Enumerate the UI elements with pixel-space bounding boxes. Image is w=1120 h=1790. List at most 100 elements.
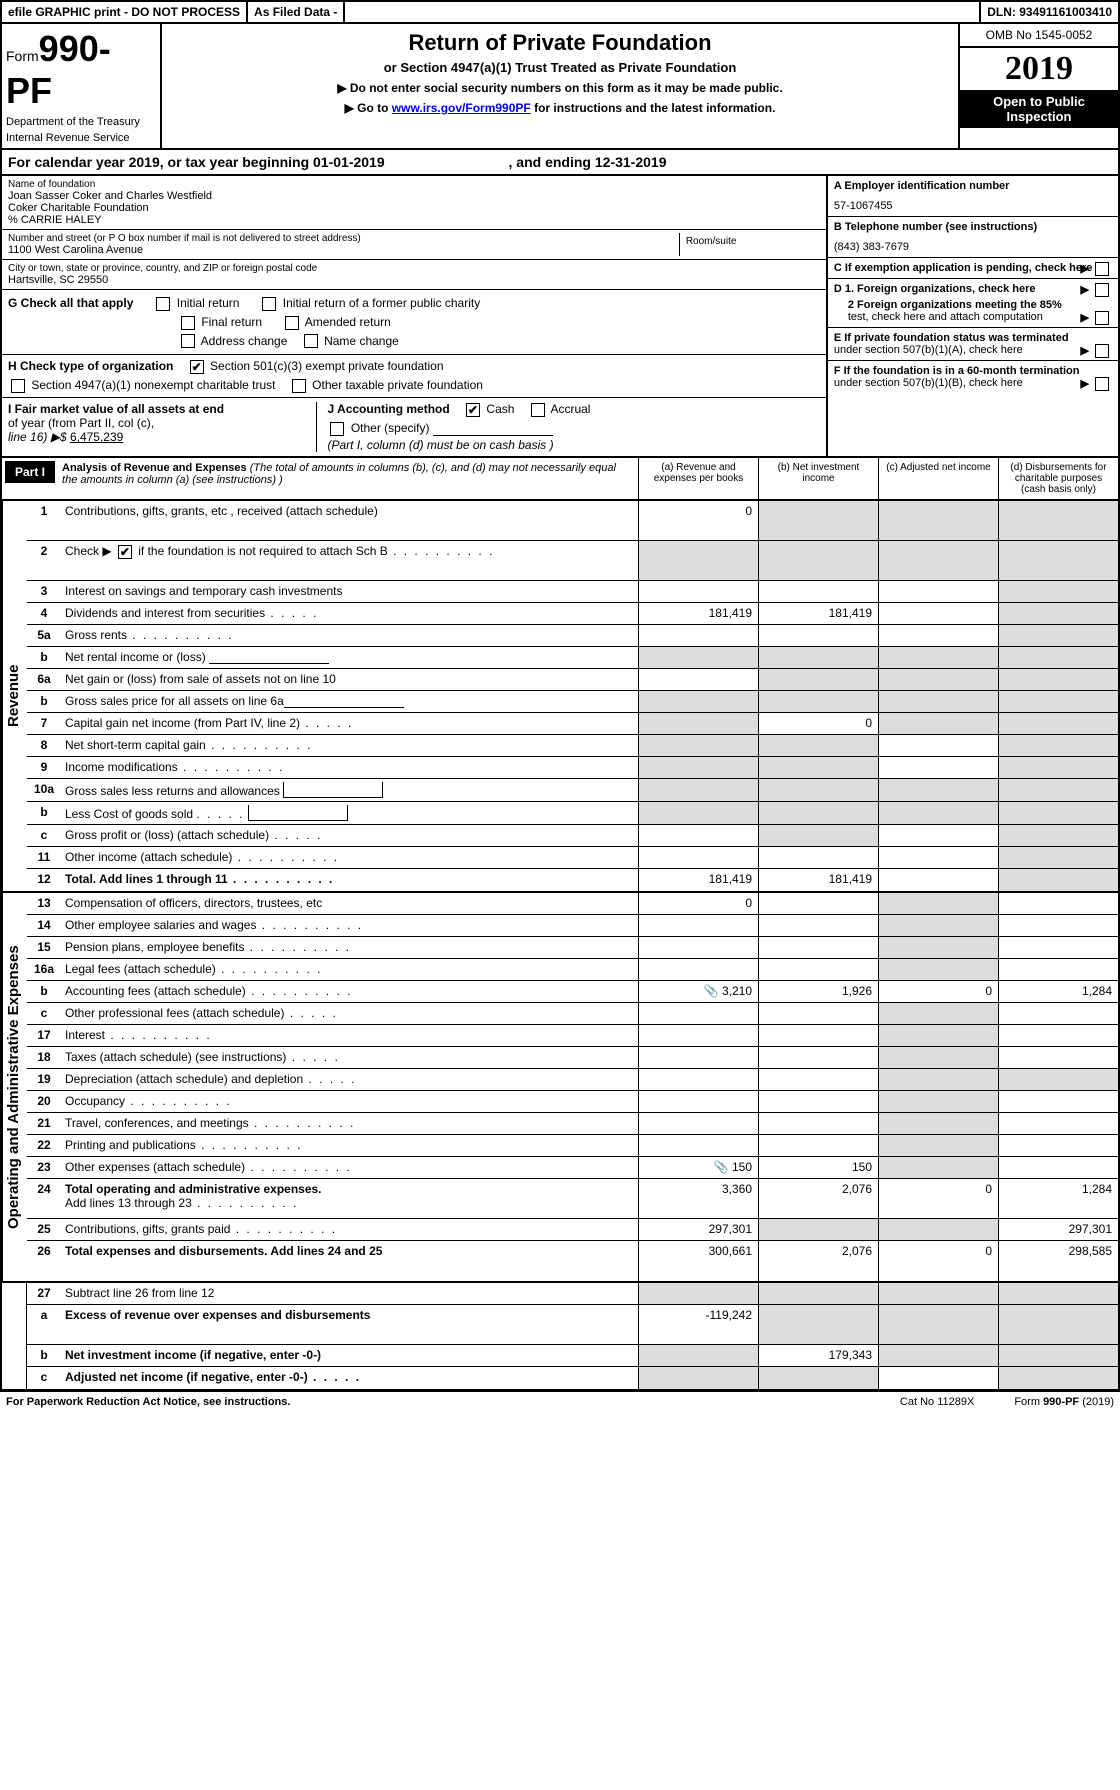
chk-final-return[interactable] (181, 316, 195, 330)
r16c-c (878, 1003, 998, 1024)
r10b-c (878, 802, 998, 824)
r20-c (878, 1091, 998, 1112)
chk-other-method[interactable] (330, 422, 344, 436)
r7-c (878, 713, 998, 734)
chk-schb[interactable]: ✔ (118, 545, 132, 559)
r26-desc: Total expenses and disbursements. Add li… (61, 1241, 638, 1281)
r8-b (758, 735, 878, 756)
chk-amended[interactable] (285, 316, 299, 330)
r10c-b (758, 825, 878, 846)
r15-desc: Pension plans, employee benefits (61, 937, 638, 958)
chk-address-change[interactable] (181, 334, 195, 348)
r18-d (998, 1047, 1118, 1068)
r12-b: 181,419 (758, 869, 878, 891)
r10b-a (638, 802, 758, 824)
part1-label: Part I (5, 461, 55, 483)
r25-desc: Contributions, gifts, grants paid (61, 1219, 638, 1240)
form-word: Form (6, 48, 39, 64)
r10a-desc: Gross sales less returns and allowances (61, 779, 638, 801)
r10c-num: c (27, 825, 61, 846)
dln-value: 93491161003410 (1019, 5, 1112, 19)
g-opt6: Name change (324, 334, 399, 348)
chk-501c3[interactable]: ✔ (190, 360, 204, 374)
r17-desc: Interest (61, 1025, 638, 1046)
r27a-desc: Excess of revenue over expenses and disb… (61, 1305, 638, 1344)
attachment-icon[interactable]: 📎 (704, 984, 719, 998)
phone-value: (843) 383-7679 (834, 241, 1112, 253)
r22-a (638, 1135, 758, 1156)
chk-accrual[interactable] (531, 403, 545, 417)
g-opt4: Amended return (305, 315, 391, 329)
form-title: Return of Private Foundation (168, 30, 952, 56)
chk-initial-return[interactable] (156, 297, 170, 311)
r27-num: 27 (27, 1283, 61, 1304)
h-opt2: Section 4947(a)(1) nonexempt charitable … (31, 378, 275, 392)
j-other: Other (specify) (351, 421, 430, 435)
tax-year: 2019 (960, 48, 1118, 90)
foundation-name-box: Name of foundation Joan Sasser Coker and… (2, 176, 826, 230)
form-number-cell: Form990-PF Department of the Treasury In… (2, 24, 162, 148)
r5b-d (998, 647, 1118, 668)
line27-section: 27Subtract line 26 from line 12 aExcess … (0, 1283, 1120, 1391)
r12-num: 12 (27, 869, 61, 891)
r25-a: 297,301 (638, 1219, 758, 1240)
r10c-c (878, 825, 998, 846)
chk-cash[interactable]: ✔ (466, 403, 480, 417)
year-begin: 01-01-2019 (313, 154, 385, 170)
info-grid: Name of foundation Joan Sasser Coker and… (0, 176, 1120, 458)
r27a-d (998, 1305, 1118, 1344)
r27b-desc: Net investment income (if negative, ente… (61, 1345, 638, 1366)
info-right: A Employer identification number 57-1067… (828, 176, 1118, 456)
r11-d (998, 847, 1118, 868)
irs-link[interactable]: www.irs.gov/Form990PF (392, 101, 531, 115)
chk-4947[interactable] (11, 379, 25, 393)
chk-e[interactable] (1095, 344, 1109, 358)
r16a-d (998, 959, 1118, 980)
r26-b: 2,076 (758, 1241, 878, 1281)
r24-c: 0 (878, 1179, 998, 1218)
r1-num: 1 (27, 501, 61, 540)
r18-a (638, 1047, 758, 1068)
dept-irs: Internal Revenue Service (6, 132, 156, 144)
r6a-num: 6a (27, 669, 61, 690)
r10a-a (638, 779, 758, 801)
attachment-icon[interactable]: 📎 (714, 1160, 729, 1174)
col-c-header: (c) Adjusted net income (878, 458, 998, 499)
fmv-box: I Fair market value of all assets at end… (8, 402, 316, 452)
i-label3: line 16) ▶$ (8, 430, 67, 444)
r27c-d (998, 1367, 1118, 1389)
chk-d2[interactable] (1095, 311, 1109, 325)
r13-b (758, 893, 878, 914)
year-cell: OMB No 1545-0052 2019 Open to Public Ins… (958, 24, 1118, 148)
spacer (345, 2, 981, 22)
phone-box: B Telephone number (see instructions) (8… (828, 217, 1118, 258)
r24-desc: Total operating and administrative expen… (61, 1179, 638, 1218)
r27c-b (758, 1367, 878, 1389)
r7-num: 7 (27, 713, 61, 734)
g-label: G Check all that apply (8, 296, 133, 310)
r6b-a (638, 691, 758, 712)
chk-c[interactable] (1095, 262, 1109, 276)
expenses-section: Operating and Administrative Expenses 13… (0, 893, 1120, 1283)
r10b-desc: Less Cost of goods sold (61, 802, 638, 824)
i-label1: I Fair market value of all assets at end (8, 402, 224, 416)
r2-c (878, 541, 998, 580)
street-box: Number and street (or P O box number if … (8, 233, 680, 256)
r18-desc: Taxes (attach schedule) (see instruction… (61, 1047, 638, 1068)
r10a-b (758, 779, 878, 801)
r1-desc: Contributions, gifts, grants, etc , rece… (61, 501, 638, 540)
r10b-b (758, 802, 878, 824)
chk-initial-former[interactable] (262, 297, 276, 311)
r5b-c (878, 647, 998, 668)
r14-d (998, 915, 1118, 936)
chk-d1[interactable] (1095, 283, 1109, 297)
chk-f[interactable] (1095, 377, 1109, 391)
r23-c (878, 1157, 998, 1178)
r12-a: 181,419 (638, 869, 758, 891)
chk-name-change[interactable] (304, 334, 318, 348)
r16c-desc: Other professional fees (attach schedule… (61, 1003, 638, 1024)
r16c-b (758, 1003, 878, 1024)
r7-a (638, 713, 758, 734)
chk-other-taxable[interactable] (292, 379, 306, 393)
r2-num: 2 (27, 541, 61, 580)
